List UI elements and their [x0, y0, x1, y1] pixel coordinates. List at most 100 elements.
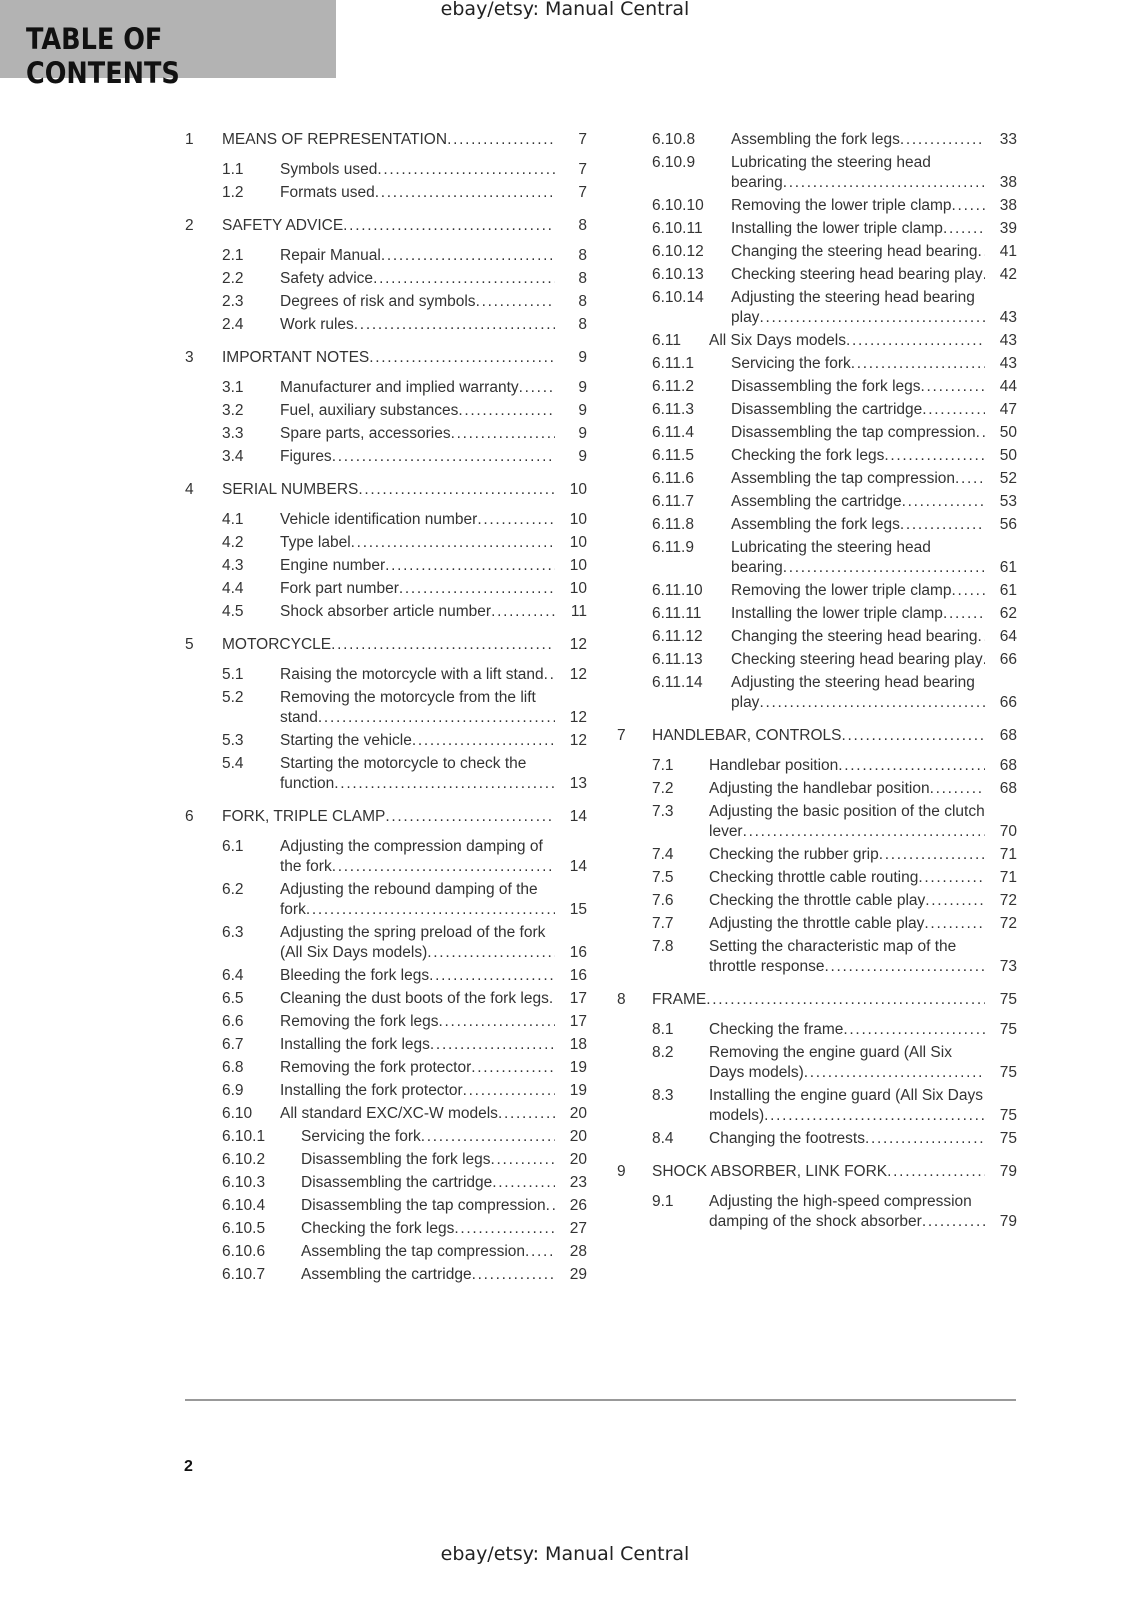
header-title: TABLE OF CONTENTS: [26, 22, 180, 90]
toc-entry: 9 SHOCK ABSORBER, LINK FORK 79: [617, 1162, 1017, 1182]
entry-title: Shock absorber article number: [280, 603, 491, 620]
entry-title: Servicing the fork: [301, 1128, 421, 1145]
entry-page: 64: [999, 628, 1017, 645]
entry-page: 61: [999, 559, 1017, 576]
entry-title-box: IMPORTANT NOTES: [222, 348, 555, 368]
entry-number: 2.1: [222, 247, 244, 264]
entry-number: 5.2: [222, 689, 244, 706]
entry-page: 8: [578, 293, 587, 310]
entry-title: Handlebar position: [709, 757, 838, 774]
entry-title: Disassembling the tap compression: [301, 1197, 546, 1214]
toc-entry: 4.2 Type label 10: [185, 533, 587, 553]
entry-title-box: Removing the engine guard (All Six Days …: [709, 1043, 985, 1083]
entry-title-box: Adjusting the steering head bearing play: [731, 288, 985, 328]
entry-title-box: Adjusting the throttle cable play: [709, 914, 985, 934]
entry-number: 8.1: [652, 1021, 674, 1038]
entry-title: Fork part number: [280, 580, 399, 597]
entry-title-box: Vehicle identification number: [280, 510, 555, 530]
toc-entry: 4.4 Fork part number 10: [185, 579, 587, 599]
entry-title-box: Lubricating the steering head bearing: [731, 153, 985, 193]
entry-title: Removing the lower triple clamp: [731, 197, 952, 214]
entry-page: 61: [999, 582, 1017, 599]
toc-entry: 6.11.3 Disassembling the cartridge 47: [617, 400, 1017, 420]
entry-page: 12: [569, 732, 587, 749]
toc-entry: 6.10.8 Assembling the fork legs 33: [617, 130, 1017, 150]
entry-title-box: Assembling the fork legs: [731, 515, 985, 535]
entry-page: 14: [569, 858, 587, 875]
entry-page: 12: [569, 709, 587, 726]
entry-number: 6.10.4: [222, 1197, 266, 1214]
entry-page: 71: [999, 846, 1017, 863]
entry-page: 66: [999, 694, 1017, 711]
entry-title-box: Installing the fork legs: [280, 1035, 555, 1055]
toc-entry: 3.3 Spare parts, accessories 9: [185, 424, 587, 444]
entry-title-box: Fork part number: [280, 579, 555, 599]
entry-page: 26: [569, 1197, 587, 1214]
entry-title-box: Servicing the fork: [731, 354, 985, 374]
entry-number: 6.10.9: [652, 154, 696, 171]
entry-page: 75: [999, 1064, 1017, 1081]
entry-title: MEANS OF REPRESENTATION: [222, 131, 447, 148]
header: TABLE OF CONTENTS: [0, 0, 336, 90]
toc-entry: 6.1 Adjusting the compression damping of …: [185, 837, 587, 877]
entry-number: 7.2: [652, 780, 674, 797]
entry-page: 43: [999, 332, 1017, 349]
entry-title: Fuel, auxiliary substances: [280, 402, 458, 419]
entry-number: 8.4: [652, 1130, 674, 1147]
toc-entry: 6.11.2 Disassembling the fork legs 44: [617, 377, 1017, 397]
entry-title-box: Symbols used: [280, 160, 555, 180]
entry-number: 6.10.11: [652, 220, 703, 237]
entry-title: Disassembling the tap compression: [731, 424, 976, 441]
entry-title: Installing the fork protector: [280, 1082, 463, 1099]
entry-title-box: Removing the fork legs: [280, 1012, 555, 1032]
entry-title: SAFETY ADVICE: [222, 217, 343, 234]
toc-entry: 6.5 Cleaning the dust boots of the fork l…: [185, 989, 587, 1009]
entry-title: Installing the lower triple clamp: [731, 605, 943, 622]
toc-entry: 6.6 Removing the fork legs 17: [185, 1012, 587, 1032]
entry-page: 29: [569, 1266, 587, 1283]
entry-number: 6.11.11: [652, 605, 702, 622]
entry-title: IMPORTANT NOTES: [222, 349, 369, 366]
entry-title-box: Changing the footrests: [709, 1129, 985, 1149]
entry-title: Safety advice: [280, 270, 373, 287]
entry-title-box: Servicing the fork: [301, 1127, 555, 1147]
toc-entry: 6.11.11 Installing the lower triple clamp…: [617, 604, 1017, 624]
toc-entry: 7 HANDLEBAR, CONTROLS 68: [617, 726, 1017, 746]
entry-number: 6.10: [222, 1105, 253, 1122]
entry-number: 6.11.6: [652, 470, 694, 487]
entry-title: Adjusting the throttle cable play: [709, 915, 924, 932]
entry-title-box: Assembling the tap compression: [731, 469, 985, 489]
toc-entry: 6.11.14 Adjusting the steering head beari…: [617, 673, 1017, 713]
toc-entry: 6.11.7 Assembling the cartridge 53: [617, 492, 1017, 512]
entry-title-box: Disassembling the fork legs: [731, 377, 985, 397]
entry-title: All Six Days models: [709, 332, 846, 349]
entry-number: 8.2: [652, 1044, 674, 1061]
entry-title-box: Changing the steering head bearing: [731, 242, 985, 262]
entry-title: Degrees of risk and symbols: [280, 293, 476, 310]
entry-page: 53: [999, 493, 1017, 510]
entry-page: 20: [569, 1128, 587, 1145]
toc-entry: 1.2 Formats used 7: [185, 183, 587, 203]
entry-title: Disassembling the cartridge: [301, 1174, 492, 1191]
entry-title-box: Adjusting the steering head bearing play: [731, 673, 985, 713]
entry-page: 18: [569, 1036, 587, 1053]
entry-title: Checking the frame: [709, 1021, 843, 1038]
entry-title: SHOCK ABSORBER, LINK FORK: [652, 1163, 887, 1180]
entry-title-box: Disassembling the cartridge: [301, 1173, 555, 1193]
entry-number: 6.10.6: [222, 1243, 266, 1260]
entry-title: Starting the motorcycle to check the fun…: [280, 755, 526, 792]
entry-title-box: FRAME: [652, 990, 985, 1010]
entry-number: 3.4: [222, 448, 244, 465]
entry-title: Installing the engine guard (All Six Day…: [709, 1087, 983, 1124]
entry-title-box: Engine number: [280, 556, 555, 576]
entry-title: Lubricating the steering head bearing: [731, 154, 931, 191]
entry-title: Checking steering head bearing play: [731, 266, 983, 283]
entry-page: 75: [999, 1021, 1017, 1038]
entry-title: Removing the fork protector: [280, 1059, 471, 1076]
entry-number: 7.4: [652, 846, 674, 863]
entry-title-box: SAFETY ADVICE: [222, 216, 555, 236]
entry-page: 16: [569, 967, 587, 984]
entry-title: Changing the steering head bearing: [731, 243, 977, 260]
entry-title-box: Adjusting the spring preload of the fork…: [280, 923, 555, 963]
entry-title: Checking steering head bearing play: [731, 651, 983, 668]
